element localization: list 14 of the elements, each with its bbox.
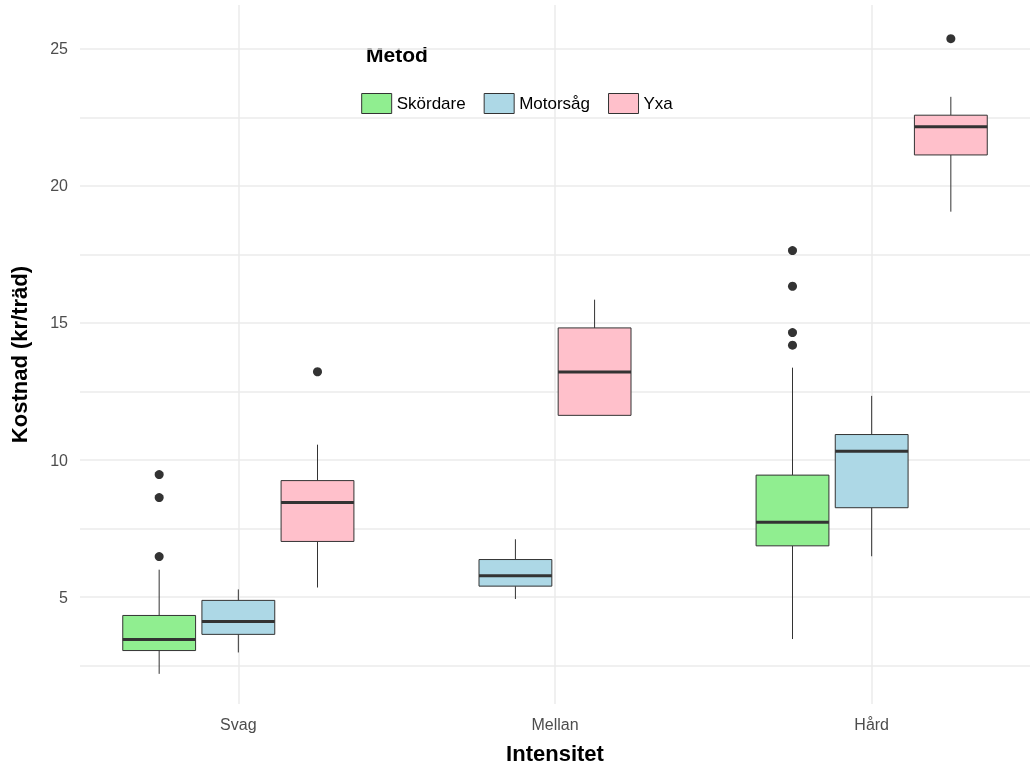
legend-label: Yxa: [643, 94, 674, 113]
legend-label: Skördare: [396, 94, 466, 113]
legend-title: Metod: [366, 43, 428, 66]
x-tick-label: Svag: [220, 715, 257, 733]
x-tick-label: Mellan: [531, 715, 579, 733]
y-tick-label: 10: [50, 451, 69, 469]
y-tick-label: 5: [59, 588, 69, 606]
y-tick-label: 20: [50, 177, 69, 195]
y-axis-title: Kostnad (kr/träd): [6, 265, 32, 444]
x-axis-title: Intensitet: [506, 740, 605, 766]
y-tick-label: 15: [50, 314, 69, 332]
y-tick-label: 25: [50, 40, 69, 58]
legend-label: Motorsåg: [519, 94, 591, 113]
x-tick-label: Hård: [854, 715, 890, 733]
